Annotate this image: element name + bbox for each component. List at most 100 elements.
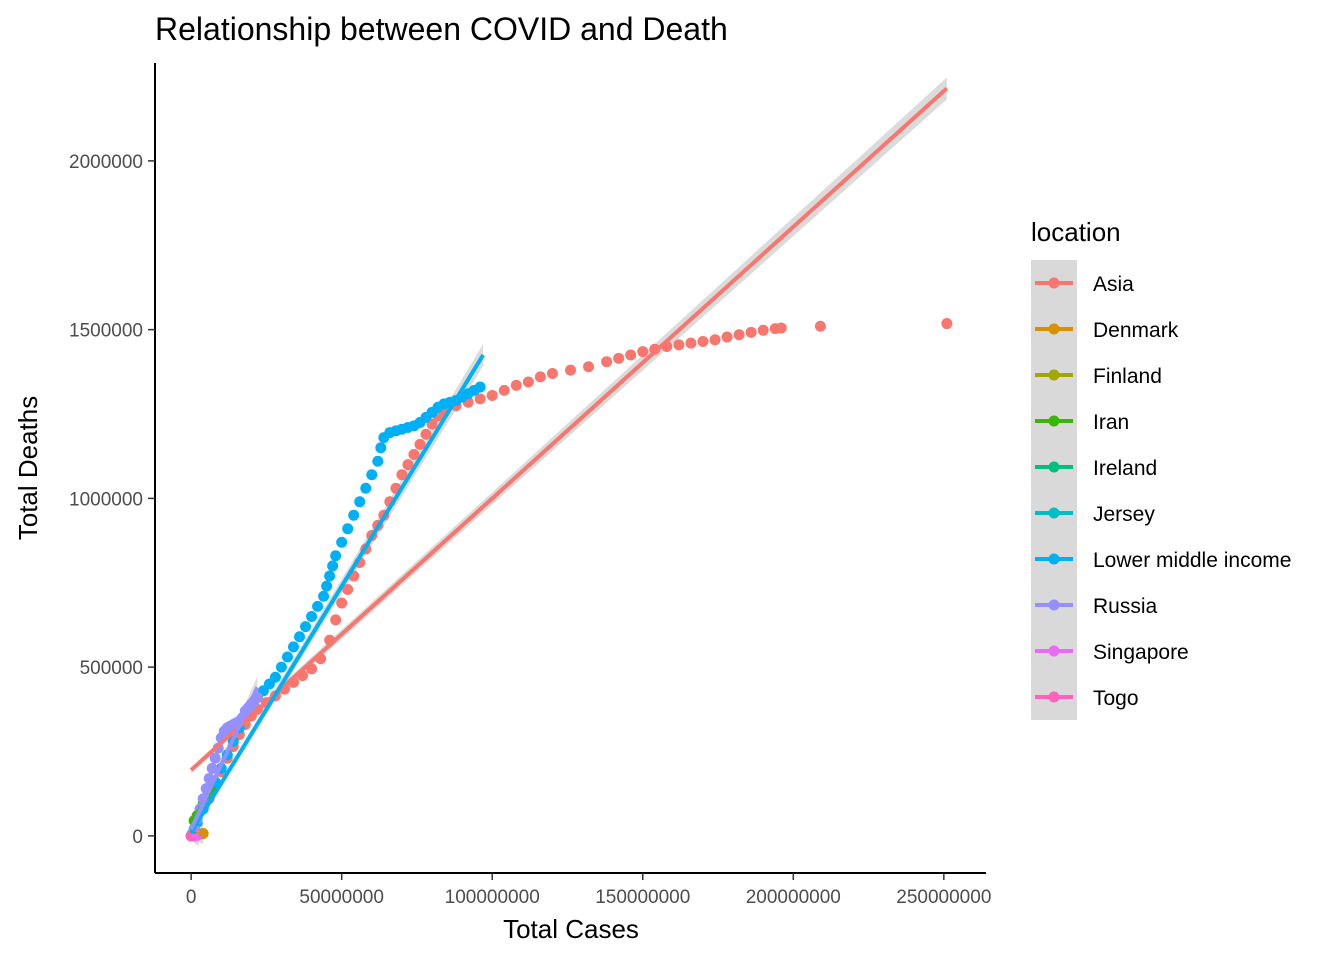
x-tick-label: 200000000 [746,887,841,908]
data-point-lower-middle-income [321,580,333,592]
data-point-asia [336,597,348,609]
data-point-asia [613,352,625,364]
legend-label: Singapore [1093,641,1189,664]
x-tick-label: 150000000 [595,887,690,908]
x-axis-title: Total Cases [503,914,639,944]
data-point-asia [342,584,354,595]
data-point-asia [330,614,342,626]
legend-key-point [1048,369,1060,381]
y-tick-label: 1000000 [69,489,143,510]
legend-item-jersey: Jersey [1035,503,1155,526]
legend-item-singapore: Singapore [1035,641,1189,664]
data-point-lower-middle-income [336,536,348,548]
data-point-lower-middle-income [294,631,306,643]
legend-label: Togo [1093,687,1139,710]
legend-key-point [1048,507,1060,519]
legend-label: Jersey [1093,503,1155,526]
trend-line-singapore [190,833,199,838]
data-point-lower-middle-income [366,469,378,481]
x-tick-label: 250000000 [896,887,991,908]
legend-key-point [1048,691,1060,703]
legend-key-point [1048,461,1060,473]
data-point-lower-middle-income [324,570,336,582]
data-point-lower-middle-income [312,600,324,612]
legend-key-point [1048,415,1060,427]
legend-item-denmark: Denmark [1035,319,1179,342]
data-point-lower-middle-income [375,442,387,454]
data-point-lower-middle-income [342,523,354,535]
data-point-lower-middle-income [354,496,366,508]
data-point-asia [601,356,613,368]
data-point-asia [546,368,558,379]
legend-item-finland: Finland [1035,365,1162,388]
legend-label: Iran [1093,411,1129,434]
legend-item-togo: Togo [1035,687,1139,710]
data-point-lower-middle-income [360,482,372,494]
chart-title: Relationship between COVID and Death [155,11,728,47]
legend-key-point [1048,599,1060,611]
trend-line-lower-middle-income [189,353,485,834]
data-point-asia [709,334,721,346]
data-point-asia [534,371,546,383]
data-point-lower-middle-income [306,611,318,622]
legend-item-lower-middle-income: Lower middle income [1035,549,1291,572]
data-point-lower-middle-income [474,381,486,393]
data-point-asia [402,459,414,471]
legend-item-iran: Iran [1035,411,1129,434]
data-point-asia [625,349,637,361]
data-point-asia [522,376,534,388]
y-tick-label: 2000000 [69,152,143,173]
legend-label: Denmark [1093,319,1179,342]
data-point-asia [941,318,953,330]
data-point-asia [697,335,709,347]
x-tick-label: 0 [186,887,197,908]
trend-line-asia [189,86,949,772]
y-tick-label: 1500000 [69,321,143,342]
data-point-lower-middle-income [275,661,287,673]
data-point-asia [565,364,576,376]
legend-label: Russia [1093,595,1158,618]
data-point-asia [745,326,757,338]
y-axis-ticks: 0 500000 1000000 1500000 2000000 [69,152,155,848]
trend-lines [189,86,949,838]
data-points [185,318,953,842]
data-point-asia [474,393,486,405]
legend-key-point [1048,645,1060,657]
legend: location Asia Denmark Finland Iran Ireland Je… [1031,217,1291,720]
legend-key-point [1048,553,1060,565]
y-tick-label: 500000 [80,658,143,679]
data-point-asia [637,346,649,358]
data-point-asia [420,428,432,440]
data-point-asia [408,449,420,460]
x-tick-label: 50000000 [299,887,384,908]
data-point-lower-middle-income [288,641,299,653]
data-point-asia [414,438,426,450]
y-axis-title: Total Deaths [13,396,43,541]
legend-label: Ireland [1093,457,1157,480]
data-point-asia [685,337,697,349]
data-point-asia [498,384,510,396]
legend-key-background [1031,260,1077,720]
data-point-asia [733,329,745,341]
y-tick-label: 0 [132,827,143,848]
trend-line-russia [189,686,260,830]
data-point-asia [721,331,733,343]
data-point-lower-middle-income [372,455,384,467]
data-point-asia [673,339,685,351]
data-point-asia [583,361,595,373]
data-point-asia [814,320,826,332]
data-point-asia [757,324,769,336]
legend-title: location [1031,217,1121,247]
data-point-lower-middle-income [327,560,339,572]
data-point-asia [775,322,787,334]
legend-label: Finland [1093,365,1162,388]
data-point-asia [486,389,498,401]
legend-item-ireland: Ireland [1035,457,1157,480]
x-tick-label: 100000000 [445,887,540,908]
x-axis-ticks: 0 50000000 100000000 150000000 200000000 2500… [186,873,991,908]
data-point-lower-middle-income [348,509,360,521]
data-point-lower-middle-income [269,671,281,683]
legend-key-point [1048,323,1060,335]
data-point-lower-middle-income [330,550,342,562]
